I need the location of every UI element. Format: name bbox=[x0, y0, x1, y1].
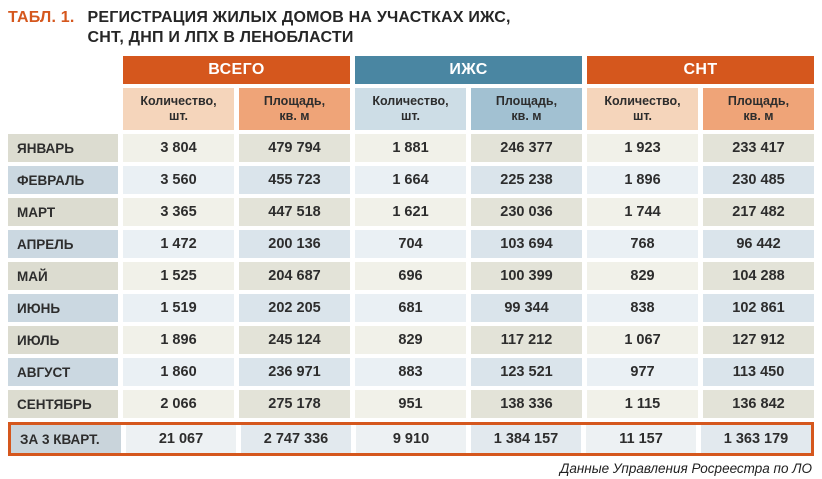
subcolumn-header: Площадь, кв. м bbox=[703, 88, 814, 130]
table-corner-spacer bbox=[8, 88, 118, 130]
source-note: Данные Управления Росреестра по ЛО bbox=[559, 461, 812, 476]
value-cell: 200 136 bbox=[239, 230, 350, 258]
month-label-cell: СЕНТЯБРЬ bbox=[8, 390, 118, 418]
value-cell: 127 912 bbox=[703, 326, 814, 354]
value-cell: 230 485 bbox=[703, 166, 814, 194]
value-cell: 202 205 bbox=[239, 294, 350, 322]
month-label-cell: МАЙ bbox=[8, 262, 118, 290]
value-cell: 1 744 bbox=[587, 198, 698, 226]
subcolumn-header: Количество, шт. bbox=[587, 88, 698, 130]
total-value-cell: 1 384 157 bbox=[471, 425, 581, 453]
value-cell: 951 bbox=[355, 390, 466, 418]
month-label-cell: ИЮЛЬ bbox=[8, 326, 118, 354]
subcolumn-header: Количество, шт. bbox=[355, 88, 466, 130]
value-cell: 1 519 bbox=[123, 294, 234, 322]
title-line-1: РЕГИСТРАЦИЯ ЖИЛЫХ ДОМОВ НА УЧАСТКАХ ИЖС, bbox=[87, 9, 511, 26]
month-label-cell: ИЮНЬ bbox=[8, 294, 118, 322]
value-cell: 455 723 bbox=[239, 166, 350, 194]
value-cell: 217 482 bbox=[703, 198, 814, 226]
total-row: ЗА 3 КВАРТ. 21 067 2 747 336 9 910 1 384 157… bbox=[8, 422, 814, 456]
value-cell: 883 bbox=[355, 358, 466, 386]
month-label-cell: ЯНВАРЬ bbox=[8, 134, 118, 162]
value-cell: 103 694 bbox=[471, 230, 582, 258]
value-cell: 1 896 bbox=[123, 326, 234, 354]
value-cell: 1 067 bbox=[587, 326, 698, 354]
total-value-cell: 21 067 bbox=[126, 425, 236, 453]
value-cell: 3 804 bbox=[123, 134, 234, 162]
total-value-cell: 2 747 336 bbox=[241, 425, 351, 453]
value-cell: 768 bbox=[587, 230, 698, 258]
table-number: ТАБЛ. 1. bbox=[8, 9, 75, 26]
column-group-header-снт: СНТ bbox=[587, 56, 814, 84]
value-cell: 704 bbox=[355, 230, 466, 258]
figure-title: ТАБЛ. 1. РЕГИСТРАЦИЯ ЖИЛЫХ ДОМОВ НА УЧАС… bbox=[8, 8, 814, 48]
value-cell: 138 336 bbox=[471, 390, 582, 418]
value-cell: 117 212 bbox=[471, 326, 582, 354]
value-cell: 1 664 bbox=[355, 166, 466, 194]
total-label-cell: ЗА 3 КВАРТ. bbox=[11, 425, 121, 453]
value-cell: 2 066 bbox=[123, 390, 234, 418]
value-cell: 696 bbox=[355, 262, 466, 290]
value-cell: 136 842 bbox=[703, 390, 814, 418]
value-cell: 479 794 bbox=[239, 134, 350, 162]
value-cell: 1 923 bbox=[587, 134, 698, 162]
column-group-header-всего: ВСЕГО bbox=[123, 56, 350, 84]
value-cell: 99 344 bbox=[471, 294, 582, 322]
total-value-cell: 1 363 179 bbox=[701, 425, 811, 453]
month-label-cell: АПРЕЛЬ bbox=[8, 230, 118, 258]
value-cell: 246 377 bbox=[471, 134, 582, 162]
value-cell: 829 bbox=[355, 326, 466, 354]
total-value-cell: 9 910 bbox=[356, 425, 466, 453]
value-cell: 245 124 bbox=[239, 326, 350, 354]
value-cell: 275 178 bbox=[239, 390, 350, 418]
value-cell: 1 860 bbox=[123, 358, 234, 386]
value-cell: 104 288 bbox=[703, 262, 814, 290]
value-cell: 236 971 bbox=[239, 358, 350, 386]
value-cell: 225 238 bbox=[471, 166, 582, 194]
value-cell: 1 881 bbox=[355, 134, 466, 162]
value-cell: 447 518 bbox=[239, 198, 350, 226]
month-label-cell: АВГУСТ bbox=[8, 358, 118, 386]
value-cell: 3 560 bbox=[123, 166, 234, 194]
subcolumn-header: Площадь, кв. м bbox=[239, 88, 350, 130]
value-cell: 1 621 bbox=[355, 198, 466, 226]
value-cell: 1 525 bbox=[123, 262, 234, 290]
data-table: ВСЕГО ИЖС СНТ Количество, шт. Площадь, кв. м Ко… bbox=[8, 56, 814, 456]
value-cell: 204 687 bbox=[239, 262, 350, 290]
subcolumn-header: Площадь, кв. м bbox=[471, 88, 582, 130]
title-text: РЕГИСТРАЦИЯ ЖИЛЫХ ДОМОВ НА УЧАСТКАХ ИЖС,… bbox=[87, 8, 510, 48]
value-cell: 100 399 bbox=[471, 262, 582, 290]
value-cell: 113 450 bbox=[703, 358, 814, 386]
value-cell: 681 bbox=[355, 294, 466, 322]
value-cell: 829 bbox=[587, 262, 698, 290]
title-line-2: СНТ, ДНП И ЛПХ В ЛЕНОБЛАСТИ bbox=[87, 29, 354, 46]
value-cell: 96 442 bbox=[703, 230, 814, 258]
subcolumn-header: Количество, шт. bbox=[123, 88, 234, 130]
value-cell: 1 896 bbox=[587, 166, 698, 194]
value-cell: 123 521 bbox=[471, 358, 582, 386]
value-cell: 1 115 bbox=[587, 390, 698, 418]
column-group-header-ижс: ИЖС bbox=[355, 56, 582, 84]
month-label-cell: ФЕВРАЛЬ bbox=[8, 166, 118, 194]
value-cell: 977 bbox=[587, 358, 698, 386]
value-cell: 233 417 bbox=[703, 134, 814, 162]
value-cell: 230 036 bbox=[471, 198, 582, 226]
value-cell: 102 861 bbox=[703, 294, 814, 322]
value-cell: 838 bbox=[587, 294, 698, 322]
total-value-cell: 11 157 bbox=[586, 425, 696, 453]
value-cell: 1 472 bbox=[123, 230, 234, 258]
value-cell: 3 365 bbox=[123, 198, 234, 226]
month-label-cell: МАРТ bbox=[8, 198, 118, 226]
table-corner-spacer bbox=[8, 56, 118, 84]
